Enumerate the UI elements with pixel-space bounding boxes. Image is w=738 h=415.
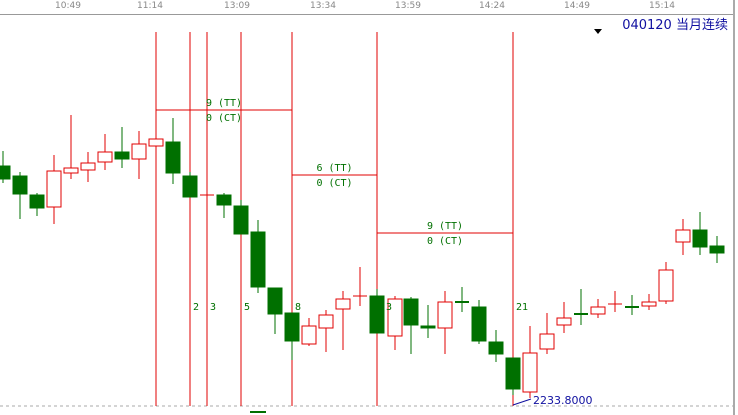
candle-body (369, 295, 385, 334)
candle-body (641, 301, 657, 307)
candle-body (709, 245, 725, 254)
candle-body (46, 170, 62, 208)
candle-body (233, 205, 249, 235)
candle-body (403, 298, 419, 326)
tt-label: 9 (TT) (427, 221, 463, 232)
count-label: 21 (516, 302, 528, 313)
count-label: 8 (295, 302, 301, 313)
candle-body (318, 314, 334, 329)
low-price-label: 2233.8000 (533, 394, 593, 407)
count-label: 2 (193, 302, 199, 313)
right-scrollbar-edge[interactable] (733, 0, 735, 415)
time-tick: 14:24 (479, 1, 505, 11)
candle-body (182, 175, 198, 198)
candle-body (590, 306, 606, 315)
tt-label: 6 (TT) (316, 163, 352, 174)
instrument-title: 040120 当月连续 (622, 14, 728, 33)
candle-body (97, 151, 113, 163)
ct-label: 0 (CT) (206, 113, 242, 124)
candle-body (658, 269, 674, 302)
instrument-name: 当月连续 (675, 18, 728, 33)
candle-body (63, 167, 79, 174)
candle-body (284, 312, 300, 342)
candle-body (437, 301, 453, 329)
candle-body (505, 357, 521, 390)
candle-body (556, 317, 572, 326)
candle-body (420, 325, 436, 329)
candle-body (387, 298, 403, 337)
candle-body (692, 229, 708, 248)
time-tick: 15:14 (649, 1, 675, 11)
count-label: 5 (244, 302, 250, 313)
down-triangle-icon (594, 29, 602, 34)
candle-body (114, 151, 130, 160)
candle-body (488, 341, 504, 355)
time-tick: 10:49 (55, 1, 81, 11)
time-tick: 13:34 (310, 1, 336, 11)
count-label: 3 (386, 302, 392, 313)
time-tick: 14:49 (564, 1, 590, 11)
ct-label: 0 (CT) (316, 178, 352, 189)
candle-body (165, 141, 181, 174)
candle-body (335, 298, 351, 310)
candle-body (216, 194, 232, 206)
candle-body (12, 175, 28, 195)
candle-body (539, 333, 555, 350)
count-label: 3 (210, 302, 216, 313)
candle-body (250, 231, 266, 288)
low-price-pointer (512, 398, 532, 406)
candle-body (267, 287, 283, 315)
candle-body (301, 325, 317, 345)
candle-body (29, 194, 45, 209)
candle-body (522, 352, 538, 393)
time-tick: 13:09 (224, 1, 250, 11)
instrument-code: 040120 (622, 18, 672, 33)
candle-body (131, 143, 147, 160)
candle-body (80, 162, 96, 171)
ct-label: 0 (CT) (427, 236, 463, 247)
candle-body (675, 229, 691, 243)
candle-body (471, 306, 487, 342)
time-tick: 11:14 (137, 1, 163, 11)
candle-body (148, 138, 164, 147)
time-tick: 13:59 (395, 1, 421, 11)
candle-body (0, 165, 11, 180)
time-axis: 10:49 11:14 13:09 13:34 13:59 14:24 14:49 15:14 (0, 0, 733, 15)
tt-label: 9 (TT) (206, 98, 242, 109)
